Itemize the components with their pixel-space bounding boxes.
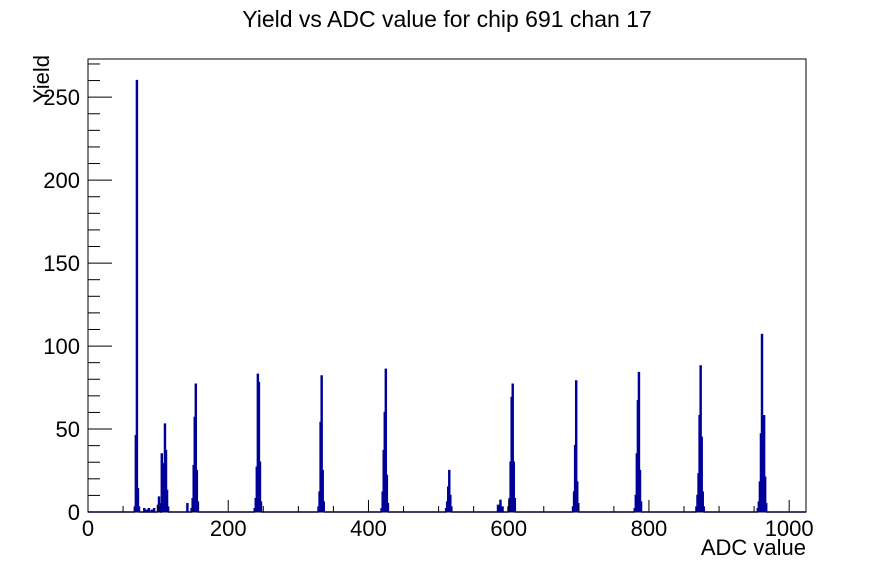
y-tick-label: 100 [43, 334, 80, 360]
y-tick-label: 250 [43, 85, 80, 111]
x-tick-label: 400 [350, 516, 387, 541]
plot-frame [87, 58, 807, 513]
y-tick-label: 200 [43, 168, 80, 194]
y-tick-label: 0 [67, 500, 80, 525]
chart-title: Yield vs ADC value for chip 691 chan 17 [242, 6, 652, 32]
y-tick-label: 150 [43, 251, 80, 277]
histogram-path [88, 79, 806, 513]
x-tick-label: 800 [630, 516, 668, 541]
x-tick-label: 1000 [764, 516, 814, 541]
x-axis-title: ADC value [700, 535, 806, 560]
y-tick-label: 50 [55, 417, 80, 443]
x-tick-label: 200 [209, 516, 247, 541]
x-tick-label: 0 [81, 516, 95, 541]
x-tick-label: 600 [490, 516, 528, 541]
